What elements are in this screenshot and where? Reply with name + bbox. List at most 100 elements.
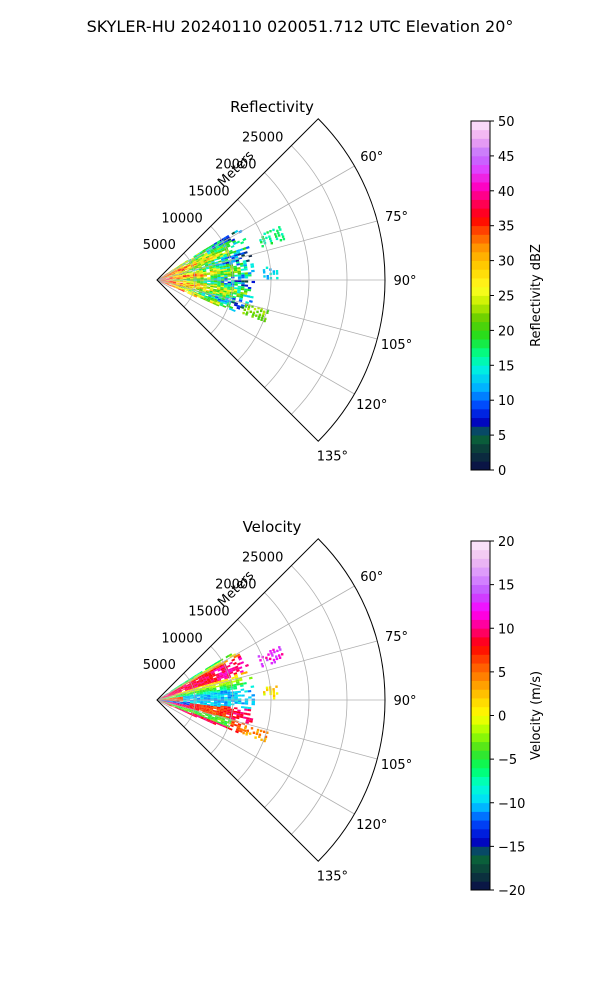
echo-cell <box>192 679 196 683</box>
echo-cell <box>281 233 284 236</box>
echo-cell <box>235 728 240 732</box>
echo-cell <box>162 696 166 699</box>
echo-cell <box>219 673 224 677</box>
echo-cell <box>234 700 238 703</box>
echo-cell <box>212 264 216 267</box>
echo-cell <box>275 692 279 695</box>
echo-cell <box>217 257 221 260</box>
echo-cell <box>209 675 213 679</box>
colorbar-tick-label: 25 <box>498 290 515 305</box>
echo-cell <box>223 693 228 696</box>
echo-cell <box>166 701 170 702</box>
echo-cell <box>191 258 196 262</box>
echo-cell <box>217 703 221 706</box>
echo-cell <box>177 269 182 272</box>
echo-cell <box>188 710 192 713</box>
echo-cell <box>241 284 245 287</box>
echo-cell <box>234 302 239 305</box>
echo-cell <box>195 269 200 272</box>
echo-cell <box>220 269 224 272</box>
echo-cell <box>186 701 191 703</box>
echo-cell <box>209 709 214 712</box>
echo-cell <box>169 701 173 703</box>
echo-cell <box>214 716 219 719</box>
echo-cell <box>159 700 163 703</box>
echo-cell <box>222 683 227 687</box>
echo-cell <box>181 681 186 685</box>
echo-cell <box>172 698 177 700</box>
azimuth-tick-label: 75° <box>385 630 408 645</box>
echo-cell <box>233 292 237 295</box>
echo-cell <box>187 712 191 715</box>
echo-cell <box>258 735 261 738</box>
polar-grid <box>156 145 385 442</box>
echo-cell <box>239 297 243 301</box>
echo-cell <box>198 264 202 267</box>
echo-cell <box>200 260 204 264</box>
echo-cell <box>185 708 189 711</box>
colorbar-segment <box>471 619 490 629</box>
echo-cell <box>199 287 204 290</box>
echo-cell <box>240 688 245 691</box>
echo-cell <box>213 678 218 681</box>
echo-cell <box>176 278 180 280</box>
echo-cell <box>188 290 192 293</box>
echo-cell <box>187 266 192 269</box>
echo-cell <box>278 656 282 659</box>
echo-cell <box>234 696 238 699</box>
colorbar-segment <box>471 558 490 568</box>
echo-cell <box>217 248 222 252</box>
echo-cell <box>186 280 191 282</box>
echo-cell <box>187 686 192 689</box>
echo-cell <box>171 691 175 694</box>
echo-cell <box>185 288 189 291</box>
echo-cell <box>218 251 223 255</box>
echo-cell <box>215 253 220 256</box>
echo-cell <box>213 268 217 271</box>
echo-cell <box>234 255 239 259</box>
echo-cell <box>189 276 194 278</box>
radial-tick-label: 10000 <box>161 631 202 646</box>
colorbar-segment <box>471 199 490 209</box>
echo-cell <box>200 295 205 298</box>
echo-cell <box>214 717 219 720</box>
echo-cell <box>166 281 170 282</box>
echo-cell <box>226 292 230 296</box>
echo-cell <box>172 282 177 284</box>
echo-cell <box>216 707 221 710</box>
colorbar-segment <box>471 776 490 786</box>
echo-cell <box>213 241 218 246</box>
echo-cell <box>165 274 169 277</box>
echo-cell <box>169 701 173 703</box>
echo-cell <box>168 284 172 287</box>
echo-cell <box>185 705 190 707</box>
echo-cell <box>208 265 213 268</box>
echo-cell <box>209 289 214 292</box>
echo-cell <box>199 286 204 288</box>
echo-cell <box>182 262 186 265</box>
echo-cell <box>168 272 172 275</box>
echo-cell <box>213 280 218 283</box>
echo-cell <box>212 246 216 250</box>
echo-cell <box>176 280 180 282</box>
echo-cell <box>199 709 203 712</box>
echo-cell <box>209 719 214 723</box>
echo-cell <box>200 717 204 720</box>
colorbar-tick-label: −5 <box>498 753 517 768</box>
echo-cell <box>172 702 177 704</box>
echo-cell <box>248 696 252 699</box>
echo-cell <box>227 707 231 711</box>
echo-cell <box>241 276 245 279</box>
echo-cell <box>196 280 201 282</box>
echo-cell <box>234 675 239 679</box>
echo-cell <box>196 705 200 708</box>
echo-cell <box>172 277 177 279</box>
echo-cell <box>220 281 225 283</box>
echo-cell <box>165 274 169 277</box>
echo-cell <box>203 281 208 283</box>
echo-cell <box>207 697 211 699</box>
echo-cell <box>183 696 187 698</box>
echo-cell <box>196 704 201 706</box>
echo-cell <box>226 672 231 676</box>
echo-cell <box>236 714 240 718</box>
